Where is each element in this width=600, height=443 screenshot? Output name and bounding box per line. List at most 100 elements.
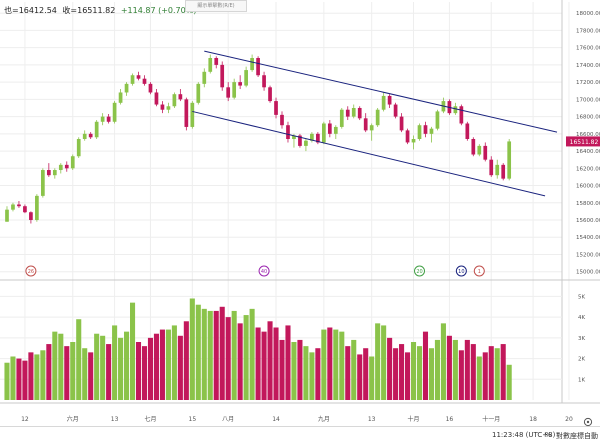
volume-bar [64,346,70,400]
candle-body [244,70,248,86]
volume-bar [309,352,315,400]
candle-body [321,123,326,143]
candle-body [154,92,159,105]
candle-body [190,102,195,127]
price-tick-label: 16400.00 [576,149,600,155]
price-tick-label: 15600.00 [576,218,600,224]
volume-bar [28,352,34,400]
candle-body [345,109,350,117]
candle-body [208,58,213,72]
percent-scale-toggle[interactable]: % [545,431,552,439]
candle-body [316,133,320,143]
candle-body [232,82,237,98]
candle-body [429,128,434,134]
volume-bar [381,325,387,400]
ohlc-readout: 也=16412.54 收=16511.82 +114.87 (+0.70%) [4,5,199,16]
event-marker-label: 1 [478,269,481,275]
candle-body [489,159,494,176]
volume-bar [231,310,237,400]
volume-bar [171,325,177,400]
candle-body [256,58,260,76]
volume-bar [261,331,267,400]
candle-body [369,125,374,131]
status-bar: 11:23:48 (UTC+8) % 對數座標 自動 [0,426,600,443]
volume-bar [273,327,279,400]
volume-tick-label: 5K [578,294,585,300]
time-tick-label: 十月 [408,415,420,423]
event-marker [414,265,426,277]
candle-body [106,116,111,122]
volume-bar [70,342,76,400]
candle-body [459,106,464,124]
volume-bar [291,342,297,400]
volume-bar [189,298,195,400]
volume-bar [10,356,16,400]
volume-bar [106,344,112,400]
volume-bar [16,358,22,400]
volume-bar [213,310,219,400]
candle-body [250,58,254,71]
price-tick-label: 15200.00 [576,252,600,258]
time-tick-label: 20 [565,416,573,423]
volume-bar [4,362,10,400]
log-scale-toggle[interactable]: 對數座標 [556,432,584,440]
candle-body [274,101,278,115]
candle-body [94,121,99,138]
candle-body [11,204,15,210]
candle-body [64,164,69,169]
close-value: 收=16511.82 [62,6,116,15]
volume-bar [22,360,28,400]
volume-bar [153,333,159,400]
candle-body [483,145,488,160]
last-price-tag [566,136,600,147]
volume-bar [434,339,440,400]
volume-bar [482,352,488,400]
candle-body [52,170,57,176]
candle-body [327,123,332,134]
candle-body [501,164,506,179]
settings-gear-icon[interactable] [583,417,593,427]
candle-body [196,83,201,103]
price-tick-label: 15400.00 [576,235,600,241]
candle-body [226,87,231,98]
candle-body [46,170,51,176]
price-tick-label: 17800.00 [576,28,600,34]
auto-scale-toggle[interactable]: 自動 [584,432,598,440]
volume-bar [201,308,207,400]
candle-body [262,75,266,88]
open-value: 也=16412.54 [4,6,57,15]
volume-bar [506,364,512,400]
candle-body [88,133,93,138]
volume-bar [500,344,506,400]
candle-body [286,125,290,139]
volume-bar [46,344,52,400]
volume-bar [440,323,446,400]
time-tick-label: 13 [368,416,376,423]
candle-body [17,204,21,207]
volume-bar [375,323,381,400]
candle-body [112,102,117,122]
volume-bar [470,344,476,400]
volume-bar [458,350,464,400]
candle-body [363,118,368,131]
volume-bar [219,306,225,400]
volume-bar [118,337,124,400]
volume-bar [399,344,405,400]
volume-bar [34,354,40,400]
candle-body [100,116,105,122]
volume-bar [351,339,357,400]
candle-body [357,107,362,119]
time-tick-label: 18 [529,416,537,423]
price-tick-label: 17000.00 [576,97,600,103]
time-tick-label: 十一月 [482,415,500,423]
volume-bar [369,356,375,400]
volume-bar [249,308,255,400]
candle-body [268,87,272,102]
drawing-tool-tag[interactable]: 顯示單擊數(R/E) [185,0,247,12]
volume-bar [129,302,136,400]
time-tick-label: 14 [272,416,280,423]
candle-body [304,140,308,146]
last-price-label: 16511.82 [570,139,599,146]
candle-body [142,78,147,84]
